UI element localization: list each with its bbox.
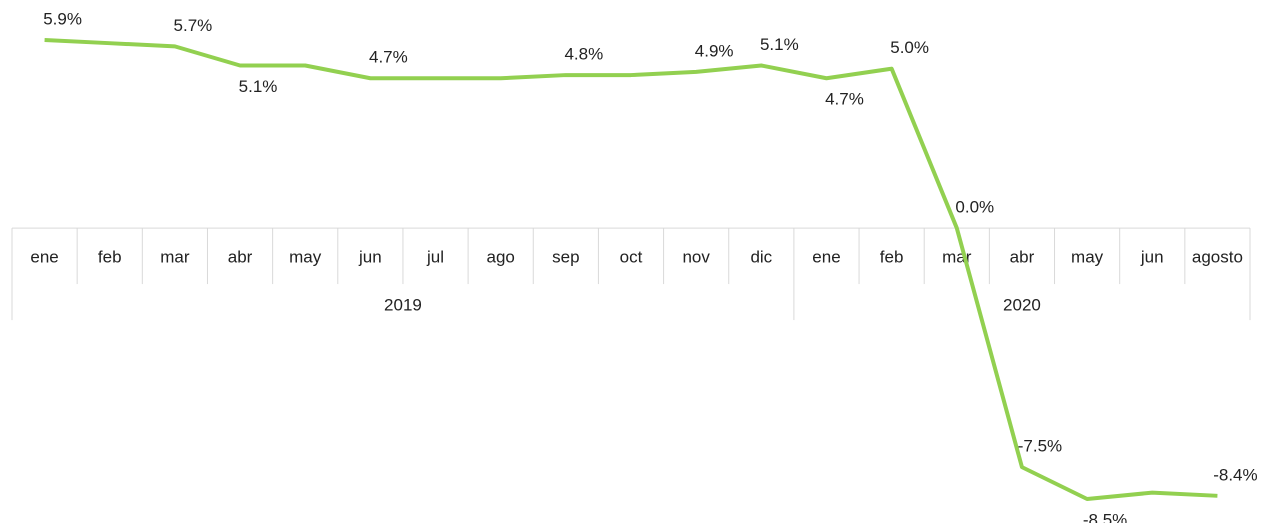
group-label: 2019: [384, 296, 422, 315]
x-tick-label: ene: [812, 248, 840, 267]
x-tick-label: jun: [1140, 248, 1164, 267]
data-label: 5.7%: [174, 16, 213, 35]
data-label: -7.5%: [1018, 437, 1062, 456]
data-label: 0.0%: [955, 198, 994, 217]
x-tick-label: may: [289, 248, 322, 267]
data-label: 5.0%: [890, 38, 929, 57]
data-label: 4.7%: [825, 90, 864, 109]
x-tick-label: may: [1071, 248, 1104, 267]
x-tick-label: agosto: [1192, 248, 1243, 267]
x-tick-label: jul: [426, 248, 444, 267]
x-tick-label: feb: [98, 248, 122, 267]
data-label: 5.9%: [43, 9, 82, 28]
x-tick-label: mar: [160, 248, 190, 267]
data-label: -8.5%: [1083, 510, 1127, 523]
x-tick-label: feb: [880, 248, 904, 267]
x-tick-label: sep: [552, 248, 579, 267]
data-label: 4.7%: [369, 48, 408, 67]
data-label: 4.8%: [564, 45, 603, 64]
group-label: 2020: [1003, 296, 1041, 315]
x-tick-label: dic: [750, 248, 772, 267]
x-tick-label: jun: [358, 248, 382, 267]
x-tick-label: nov: [682, 248, 710, 267]
x-tick-label: oct: [620, 248, 643, 267]
data-label: 5.1%: [760, 35, 799, 54]
x-tick-label: abr: [1010, 248, 1035, 267]
data-label: 5.1%: [239, 77, 278, 96]
data-label: -8.4%: [1213, 465, 1257, 484]
x-tick-label: ago: [486, 248, 514, 267]
x-tick-label: abr: [228, 248, 253, 267]
x-tick-label: ene: [30, 248, 58, 267]
data-label: 4.9%: [695, 41, 734, 60]
line: [44, 38, 1218, 501]
